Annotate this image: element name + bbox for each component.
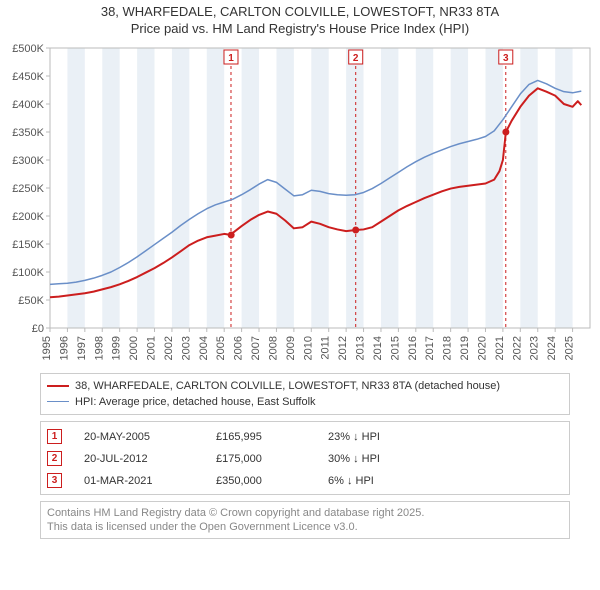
y-tick-label: £250K — [12, 183, 44, 195]
legend-swatch — [47, 385, 69, 387]
attribution-footer: Contains HM Land Registry data © Crown c… — [40, 501, 570, 540]
event-date: 20-JUL-2012 — [84, 453, 194, 465]
event-marker-badge: 1 — [228, 53, 234, 64]
sale-events-table: 1 20-MAY-2005 £165,995 23% ↓ HPI 2 20-JUL-201… — [40, 421, 570, 495]
x-tick-label: 2023 — [529, 336, 541, 360]
x-tick-label: 1995 — [41, 336, 53, 360]
legend-item: HPI: Average price, detached house, East… — [47, 394, 563, 410]
event-row: 1 20-MAY-2005 £165,995 23% ↓ HPI — [47, 426, 563, 448]
event-diff: 30% ↓ HPI — [328, 453, 428, 465]
y-tick-label: £150K — [12, 239, 44, 251]
y-tick-label: £500K — [12, 43, 44, 55]
x-tick-label: 2011 — [320, 336, 332, 360]
chart-title: 38, WHARFEDALE, CARLTON COLVILLE, LOWEST… — [0, 0, 600, 38]
y-tick-label: £0 — [32, 323, 44, 335]
x-tick-label: 2005 — [215, 336, 227, 360]
legend-item: 38, WHARFEDALE, CARLTON COLVILLE, LOWEST… — [47, 378, 563, 394]
event-marker-badge: 2 — [353, 53, 359, 64]
x-tick-label: 2017 — [424, 336, 436, 360]
legend: 38, WHARFEDALE, CARLTON COLVILLE, LOWEST… — [40, 373, 570, 415]
x-tick-label: 2019 — [459, 336, 471, 360]
x-tick-label: 1999 — [111, 336, 123, 360]
legend-label: HPI: Average price, detached house, East… — [75, 396, 316, 408]
x-tick-label: 2009 — [285, 336, 297, 360]
x-tick-label: 1997 — [76, 336, 88, 360]
footer-line-2: This data is licensed under the Open Gov… — [47, 520, 563, 534]
x-tick-label: 2016 — [407, 336, 419, 360]
title-line-1: 38, WHARFEDALE, CARLTON COLVILLE, LOWEST… — [0, 4, 600, 21]
event-diff: 6% ↓ HPI — [328, 475, 428, 487]
event-diff: 23% ↓ HPI — [328, 431, 428, 443]
x-tick-label: 2020 — [476, 336, 488, 360]
legend-swatch — [47, 401, 69, 402]
y-tick-label: £400K — [12, 99, 44, 111]
chart-area: £0 £50K £100K £150K £200K £250K £300K £350K £400… — [0, 38, 600, 368]
event-date: 20-MAY-2005 — [84, 431, 194, 443]
event-price: £165,995 — [216, 431, 306, 443]
x-tick-label: 2003 — [180, 336, 192, 360]
x-tick-label: 1996 — [58, 336, 70, 360]
x-tick-label: 2006 — [233, 336, 245, 360]
title-line-2: Price paid vs. HM Land Registry's House … — [0, 21, 600, 38]
x-tick-label: 2021 — [494, 336, 506, 360]
x-tick-label: 2025 — [564, 336, 576, 360]
event-marker-badge: 3 — [503, 53, 509, 64]
event-row: 2 20-JUL-2012 £175,000 30% ↓ HPI — [47, 448, 563, 470]
x-tick-label: 2018 — [442, 336, 454, 360]
event-badge: 1 — [47, 429, 62, 444]
legend-label: 38, WHARFEDALE, CARLTON COLVILLE, LOWEST… — [75, 380, 500, 392]
x-tick-label: 2001 — [146, 336, 158, 360]
x-tick-label: 1998 — [93, 336, 105, 360]
x-tick-label: 2004 — [198, 336, 210, 360]
event-date: 01-MAR-2021 — [84, 475, 194, 487]
x-tick-label: 2013 — [355, 336, 367, 360]
x-tick-label: 2014 — [372, 336, 384, 360]
footer-line-1: Contains HM Land Registry data © Crown c… — [47, 506, 563, 520]
event-price: £175,000 — [216, 453, 306, 465]
event-row: 3 01-MAR-2021 £350,000 6% ↓ HPI — [47, 470, 563, 492]
y-tick-label: £100K — [12, 267, 44, 279]
x-tick-label: 2008 — [267, 336, 279, 360]
y-tick-label: £50K — [18, 295, 44, 307]
event-price: £350,000 — [216, 475, 306, 487]
x-tick-label: 2007 — [250, 336, 262, 360]
line-chart-svg: £0 £50K £100K £150K £200K £250K £300K £350K £400… — [0, 38, 600, 368]
event-badge: 2 — [47, 451, 62, 466]
x-tick-label: 2002 — [163, 336, 175, 360]
x-tick-label: 2010 — [302, 336, 314, 360]
x-tick-label: 2000 — [128, 336, 140, 360]
x-tick-label: 2015 — [389, 336, 401, 360]
y-tick-label: £450K — [12, 71, 44, 83]
event-badge: 3 — [47, 473, 62, 488]
x-tick-label: 2024 — [546, 336, 558, 360]
y-tick-label: £200K — [12, 211, 44, 223]
y-tick-label: £350K — [12, 127, 44, 139]
x-tick-label: 2012 — [337, 336, 349, 360]
x-tick-label: 2022 — [511, 336, 523, 360]
y-tick-label: £300K — [12, 155, 44, 167]
